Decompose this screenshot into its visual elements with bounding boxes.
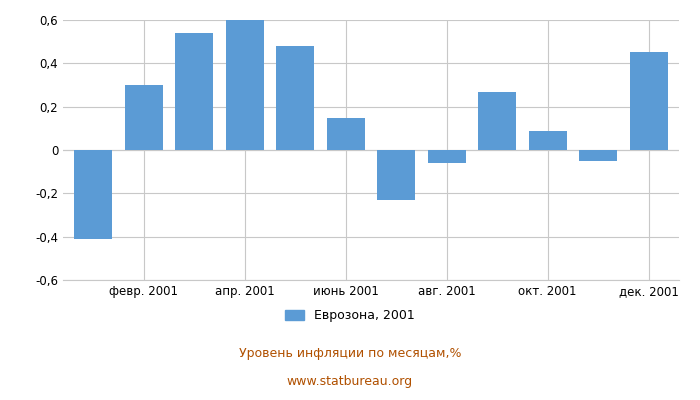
Bar xyxy=(428,150,466,163)
Bar xyxy=(478,92,516,150)
Bar xyxy=(125,85,162,150)
Bar xyxy=(630,52,668,150)
Bar xyxy=(226,20,264,150)
Legend: Еврозона, 2001: Еврозона, 2001 xyxy=(280,304,420,327)
Text: www.statbureau.org: www.statbureau.org xyxy=(287,375,413,388)
Bar xyxy=(528,130,567,150)
Bar xyxy=(580,150,617,161)
Bar xyxy=(74,150,112,239)
Text: Уровень инфляции по месяцам,%: Уровень инфляции по месяцам,% xyxy=(239,347,461,360)
Bar xyxy=(327,118,365,150)
Bar xyxy=(377,150,415,200)
Bar xyxy=(175,33,214,150)
Bar xyxy=(276,46,314,150)
